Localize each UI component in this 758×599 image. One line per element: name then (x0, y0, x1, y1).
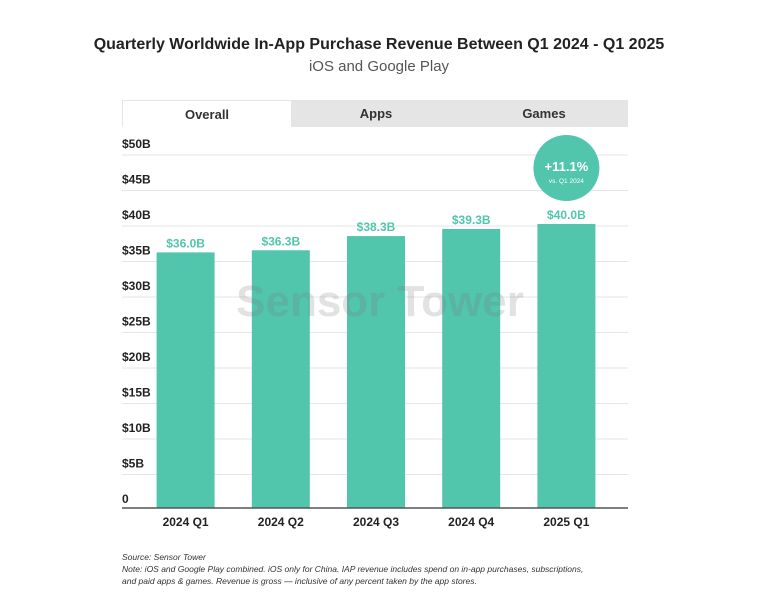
x-tick-label: 2024 Q1 (163, 515, 209, 529)
y-tick-label: $45B (122, 173, 151, 187)
data-label: $36.0B (166, 236, 205, 250)
chart-title: Quarterly Worldwide In-App Purchase Reve… (93, 36, 665, 53)
y-tick-label: $25B (122, 315, 151, 329)
tab-bar: Overall Apps Games (122, 100, 628, 127)
y-tick-label: $35B (122, 244, 151, 258)
note-line-1: Note: iOS and Google Play combined. iOS … (122, 564, 584, 574)
bar (156, 252, 215, 508)
note-line-2: and paid apps & games. Revenue is gross … (122, 576, 477, 586)
data-label: $38.3B (357, 220, 396, 234)
bar (537, 224, 596, 508)
tab-apps[interactable]: Apps (359, 106, 393, 121)
y-tick-label: $30B (122, 279, 151, 293)
data-label: $36.3B (261, 234, 300, 248)
y-tick-label: $15B (122, 386, 151, 400)
x-tick-label: 2024 Q2 (258, 515, 304, 529)
bar (442, 228, 501, 508)
growth-badge (533, 135, 600, 201)
x-tick-label: 2025 Q1 (543, 515, 589, 529)
y-tick-label: $5B (122, 457, 144, 471)
bar (251, 250, 310, 508)
data-label: $40.0B (547, 208, 586, 222)
y-tick-label: $10B (122, 421, 151, 435)
source-note: Source: Sensor Tower (122, 552, 206, 562)
y-tick-label: 0 (122, 492, 129, 506)
bar (347, 236, 405, 508)
y-tick-label: $20B (122, 350, 151, 364)
tab-games[interactable]: Games (522, 106, 566, 121)
footer-notes: Source: Sensor Tower Note: iOS and Googl… (122, 551, 583, 587)
y-tick-label: $40B (122, 208, 151, 222)
chart-subtitle: iOS and Google Play (308, 58, 450, 75)
x-tick-label: 2024 Q4 (448, 515, 494, 529)
y-tick-label: $50B (122, 137, 151, 151)
growth-caption: vs. Q1 2024 (549, 178, 584, 185)
data-label: $39.3B (452, 213, 491, 227)
tab-overall[interactable]: Overall (122, 100, 292, 127)
x-tick-label: 2024 Q3 (353, 515, 399, 529)
growth-value: +11.1% (545, 159, 589, 174)
watermark: Sensor Tower (236, 277, 524, 326)
